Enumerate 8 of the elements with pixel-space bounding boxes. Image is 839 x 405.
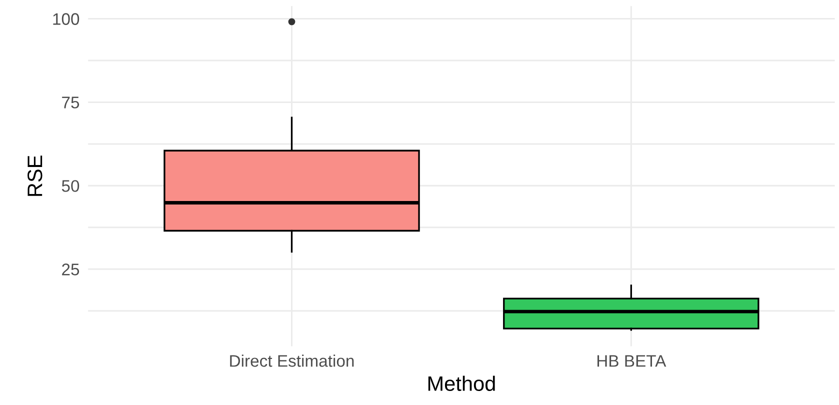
- y-tick-label: 75: [62, 96, 80, 108]
- y-tick-label: 25: [62, 264, 80, 276]
- y-axis-title: RSE: [28, 156, 42, 196]
- y-tick-label: 100: [53, 13, 80, 25]
- x-tick-label: HB BETA: [597, 355, 666, 367]
- x-axis-title: Method: [428, 376, 495, 392]
- y-tick-label: 50: [62, 180, 80, 192]
- x-tick-label: Direct Estimation: [230, 354, 354, 367]
